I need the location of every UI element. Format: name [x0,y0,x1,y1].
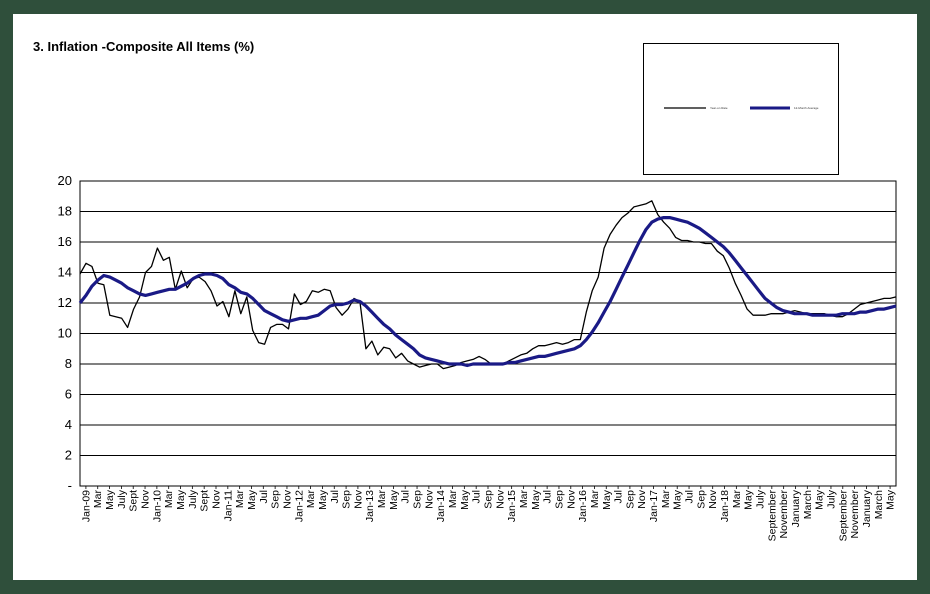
y-tick-label: 14 [58,265,72,280]
legend-box: Year-on Rate 12-Month Average [643,43,839,175]
x-tick-label: Jan-11 [222,490,234,521]
x-tick-label: Mar [376,490,388,509]
x-tick-label: May [317,489,329,510]
x-tick-label: Jan-18 [719,490,731,522]
y-tick-label: 16 [58,234,72,249]
x-tick-label: Jan-16 [577,490,589,522]
y-tick-label: 4 [65,417,72,432]
x-tick-label: Mar [163,490,175,509]
x-tick-label: May [175,489,187,510]
x-tick-label: May [388,489,400,510]
x-tick-label: Jan-14 [435,490,447,522]
x-tick-label: May [814,489,826,510]
x-tick-label: July [187,489,199,508]
legend-label-year-on-rate: Year-on Rate [710,106,728,110]
x-tick-label: Sep [483,490,495,509]
x-tick-label: Sept [128,490,140,512]
x-tick-label: September [766,490,778,542]
x-tick-label: Sep [624,490,636,509]
x-tick-label: May [104,489,116,510]
x-tick-label: Nov [636,489,648,508]
x-tick-label: Mar [447,490,459,509]
y-tick-label: 18 [58,204,72,219]
x-tick-label: Mar [731,490,743,509]
x-tick-label: May [459,489,471,510]
x-tick-label: March [802,490,814,519]
x-tick-label: Jul [613,490,625,503]
x-tick-label: January [790,489,802,527]
x-tick-label: Jan-10 [151,490,163,522]
x-tick-label: Mar [589,490,601,509]
x-tick-label: Mar [518,490,530,509]
x-tick-label: Jul [400,490,412,503]
x-tick-label: May [530,489,542,510]
x-tick-label: Mar [660,490,672,509]
x-tick-label: September [837,490,849,542]
x-tick-label: Sep [553,490,565,509]
x-tick-label: Nov [281,489,293,508]
y-tick-label: 10 [58,326,72,341]
x-tick-label: Nov [423,489,435,508]
x-tick-label: Nov [211,489,223,508]
x-tick-label: May [672,489,684,510]
x-tick-label: Jan-09 [80,490,92,522]
x-tick-label: Jul [258,490,270,503]
y-tick-label: 2 [65,448,72,463]
y-tick-label: 20 [58,173,72,188]
y-tick-label: - [68,478,72,493]
x-tick-label: Jan-13 [364,490,376,522]
series-line-year-on-rate [79,200,897,370]
legend-label-12-month-average: 12-Month Average [794,106,819,110]
x-tick-label: Sep [341,490,353,509]
y-tick-label: 8 [65,356,72,371]
x-tick-label: Jul [471,490,483,503]
x-tick-label: Nov [494,489,506,508]
x-tick-label: July [825,489,837,508]
y-tick-label: 6 [65,387,72,402]
x-tick-label: March [873,490,885,519]
x-tick-label: Jul [684,490,696,503]
x-tick-label: Nov [565,489,577,508]
chart-frame: 3. Inflation -Composite All Items (%) Ye… [13,14,917,580]
y-tick-label: 12 [58,295,72,310]
x-tick-label: Sep [412,490,424,509]
legend-svg: Year-on Rate 12-Month Average [664,106,819,110]
x-tick-label: January [861,489,873,527]
x-tick-label: Jul [329,490,341,503]
x-tick-label: July [116,489,128,508]
x-tick-label: Jan-17 [648,490,660,522]
x-tick-label: July [755,489,767,508]
x-tick-label: November [778,489,790,538]
x-tick-label: May [601,489,613,510]
x-tick-label: Jul [542,490,554,503]
x-tick-label: Jan-12 [293,490,305,522]
x-tick-label: May [246,489,258,510]
x-tick-label: May [885,489,897,510]
x-tick-label: Mar [234,490,246,509]
series-line-12-month-average [78,216,897,368]
x-tick-label: Mar [92,490,104,509]
chart-title: 3. Inflation -Composite All Items (%) [33,39,255,54]
x-tick-label: Nov [140,489,152,508]
x-tick-label: November [849,489,861,538]
x-tick-label: Nov [352,489,364,508]
x-tick-label: Sep [270,490,282,509]
x-tick-label: Nov [707,489,719,508]
x-tick-label: Jan-15 [506,490,518,522]
x-tick-label: Mar [305,490,317,509]
x-tick-label: May [743,489,755,510]
x-tick-label: Sep [695,490,707,509]
x-tick-label: Sept [199,490,211,512]
